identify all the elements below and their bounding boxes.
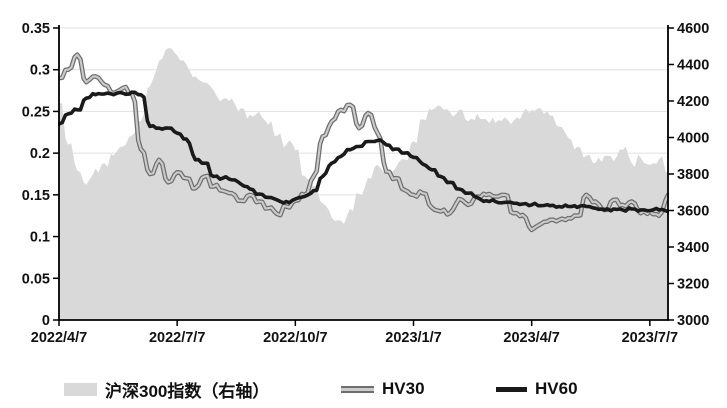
legend-label-hv60: HV60 bbox=[535, 379, 578, 398]
y-right-tick-label: 3800 bbox=[677, 167, 709, 183]
y-left-tick-label: 0.25 bbox=[22, 104, 50, 120]
axes bbox=[53, 25, 674, 326]
y-left-tick-label: 0.15 bbox=[22, 188, 50, 204]
x-tick-label: 2022/10/7 bbox=[263, 330, 328, 346]
chart-legend: 沪深300指数（右轴） HV30 HV60 bbox=[0, 374, 727, 404]
y-right-tick-label: 4600 bbox=[677, 21, 709, 37]
legend-item-hv60: HV60 bbox=[496, 374, 578, 404]
y-right-tick-label: 3400 bbox=[677, 240, 709, 256]
x-tick-label: 2022/7/7 bbox=[149, 330, 205, 346]
legend-label-csi300: 沪深300指数（右轴） bbox=[105, 381, 270, 401]
x-tick-label: 2023/1/7 bbox=[385, 330, 441, 346]
csi300-area-swatch bbox=[64, 382, 97, 396]
y-right-tick-label: 3000 bbox=[677, 313, 709, 329]
x-tick-label: 2023/4/7 bbox=[503, 330, 559, 346]
y-right-tick-label: 3200 bbox=[677, 277, 709, 293]
area-series-csi300 bbox=[59, 48, 668, 320]
y-left-tick-label: 0.1 bbox=[30, 230, 50, 246]
legend-label-hv30: HV30 bbox=[382, 379, 425, 398]
y-right-tick-label: 4400 bbox=[677, 58, 709, 74]
hv60-line bbox=[58, 90, 669, 214]
y-right-tick-label: 3600 bbox=[677, 204, 709, 220]
y-left-tick-label: 0.05 bbox=[22, 271, 50, 287]
x-tick-label: 2022/4/7 bbox=[31, 330, 87, 346]
y-left-tick-label: 0 bbox=[42, 313, 50, 329]
y-left-tick-label: 0.35 bbox=[22, 21, 50, 37]
y-left-tick-label: 0.2 bbox=[30, 146, 50, 162]
y-left-tick-label: 0.3 bbox=[30, 63, 50, 79]
hv30-line bbox=[58, 52, 669, 233]
y-right-tick-label: 4000 bbox=[677, 131, 709, 147]
hv30-line-swatch bbox=[341, 385, 374, 393]
legend-item-hv30: HV30 bbox=[341, 374, 425, 404]
x-tick-label: 2023/7/7 bbox=[622, 330, 678, 346]
legend-item-csi300: 沪深300指数（右轴） bbox=[64, 374, 269, 404]
y-right-tick-label: 4200 bbox=[677, 94, 709, 110]
hv60-line-swatch bbox=[496, 386, 527, 392]
chart-plot-area: 0 0.05 0.1 0.15 0.2 0.25 0.3 0.35 3000 3200 3400 36… bbox=[22, 21, 710, 346]
tick-labels: 0 0.05 0.1 0.15 0.2 0.25 0.3 0.35 3000 3200 3400 36… bbox=[22, 21, 710, 346]
